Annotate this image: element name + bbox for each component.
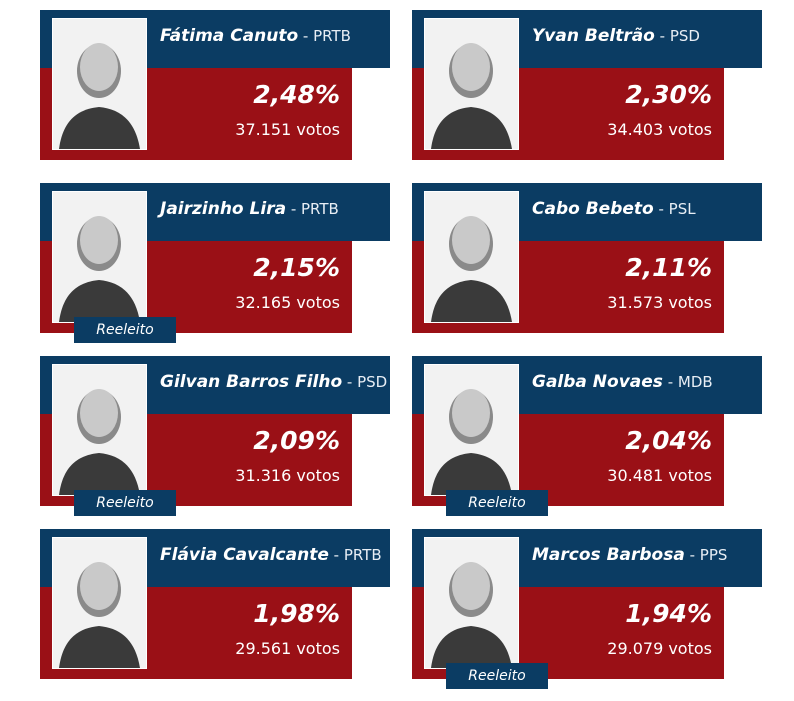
candidate-name-line: Flávia Cavalcante - PRTB xyxy=(160,545,390,571)
vote-percent: 2,48% xyxy=(253,80,340,109)
vote-count: 32.165 votos xyxy=(235,293,340,312)
candidate-name-line: Marcos Barbosa - PPS xyxy=(532,545,762,571)
candidate-card: Marcos Barbosa - PPS 1,94% 29.079 votos … xyxy=(412,529,762,689)
portrait-icon xyxy=(53,365,146,495)
candidate-card: Cabo Bebeto - PSL 2,11% 31.573 votos xyxy=(412,183,762,333)
party-separator: - xyxy=(684,546,700,564)
portrait-icon xyxy=(425,538,518,668)
vote-count: 29.079 votos xyxy=(607,639,712,658)
candidate-card: Fátima Canuto - PRTB 2,48% 37.151 votos xyxy=(40,10,390,160)
candidate-card: Yvan Beltrão - PSD 2,30% 34.403 votos xyxy=(412,10,762,160)
party-separator: - xyxy=(298,27,314,45)
candidate-name: Gilvan Barros Filho xyxy=(160,372,343,392)
candidate-name: Yvan Beltrão xyxy=(532,26,655,46)
party-separator: - xyxy=(342,373,358,391)
party-separator: - xyxy=(662,373,678,391)
candidate-name: Jairzinho Lira xyxy=(160,199,287,219)
vote-percent: 2,04% xyxy=(625,426,712,455)
party-separator: - xyxy=(286,200,302,218)
vote-count: 29.561 votos xyxy=(235,639,340,658)
candidate-name-line: Cabo Bebeto - PSL xyxy=(532,199,762,225)
vote-percent: 1,94% xyxy=(625,599,712,628)
party-label: PRTB xyxy=(301,200,339,218)
candidate-name: Flávia Cavalcante xyxy=(160,545,329,565)
candidate-name: Cabo Bebeto xyxy=(532,199,654,219)
candidate-card: Jairzinho Lira - PRTB 2,15% 32.165 votos… xyxy=(40,183,390,343)
party-label: PSL xyxy=(668,200,696,218)
reelected-badge: Reeleito xyxy=(446,490,548,516)
vote-count: 31.573 votos xyxy=(607,293,712,312)
portrait-icon xyxy=(53,192,146,322)
candidate-card: Galba Novaes - MDB 2,04% 30.481 votos Re… xyxy=(412,356,762,516)
candidate-name-line: Yvan Beltrão - PSD xyxy=(532,26,762,52)
candidate-photo xyxy=(52,537,147,669)
candidate-name: Fátima Canuto xyxy=(160,26,299,46)
candidate-photo xyxy=(424,537,519,669)
vote-percent: 2,09% xyxy=(253,426,340,455)
portrait-icon xyxy=(425,19,518,149)
candidate-name-line: Jairzinho Lira - PRTB xyxy=(160,199,390,225)
reelected-badge: Reeleito xyxy=(74,490,176,516)
party-label: PRTB xyxy=(343,546,382,564)
vote-count: 34.403 votos xyxy=(607,120,712,139)
reelected-badge: Reeleito xyxy=(446,663,548,689)
party-separator: - xyxy=(654,27,670,45)
candidate-photo xyxy=(424,18,519,150)
candidate-name: Galba Novaes xyxy=(532,372,663,392)
candidate-name: Marcos Barbosa xyxy=(532,545,685,565)
candidate-card: Gilvan Barros Filho - PSD 2,09% 31.316 v… xyxy=(40,356,390,516)
candidate-photo xyxy=(424,191,519,323)
vote-count: 37.151 votos xyxy=(235,120,340,139)
vote-percent: 2,11% xyxy=(625,253,712,282)
party-label: PSD xyxy=(669,27,700,45)
party-separator: - xyxy=(328,546,344,564)
vote-count: 30.481 votos xyxy=(607,466,712,485)
vote-count: 31.316 votos xyxy=(235,466,340,485)
candidate-photo xyxy=(52,18,147,150)
candidate-name-line: Gilvan Barros Filho - PSD xyxy=(160,372,390,398)
portrait-icon xyxy=(425,192,518,322)
candidate-name-line: Fátima Canuto - PRTB xyxy=(160,26,390,52)
candidate-photo xyxy=(424,364,519,496)
party-separator: - xyxy=(653,200,669,218)
vote-percent: 2,15% xyxy=(253,253,340,282)
portrait-icon xyxy=(425,365,518,495)
portrait-icon xyxy=(53,538,146,668)
candidate-name-line: Galba Novaes - MDB xyxy=(532,372,762,398)
party-label: PPS xyxy=(699,546,728,564)
party-label: PSD xyxy=(357,373,388,391)
candidate-photo xyxy=(52,364,147,496)
reelected-badge: Reeleito xyxy=(74,317,176,343)
vote-percent: 2,30% xyxy=(625,80,712,109)
candidate-card: Flávia Cavalcante - PRTB 1,98% 29.561 vo… xyxy=(40,529,390,679)
portrait-icon xyxy=(53,19,146,149)
party-label: PRTB xyxy=(313,27,351,45)
vote-percent: 1,98% xyxy=(253,599,340,628)
party-label: MDB xyxy=(677,373,713,391)
candidate-photo xyxy=(52,191,147,323)
